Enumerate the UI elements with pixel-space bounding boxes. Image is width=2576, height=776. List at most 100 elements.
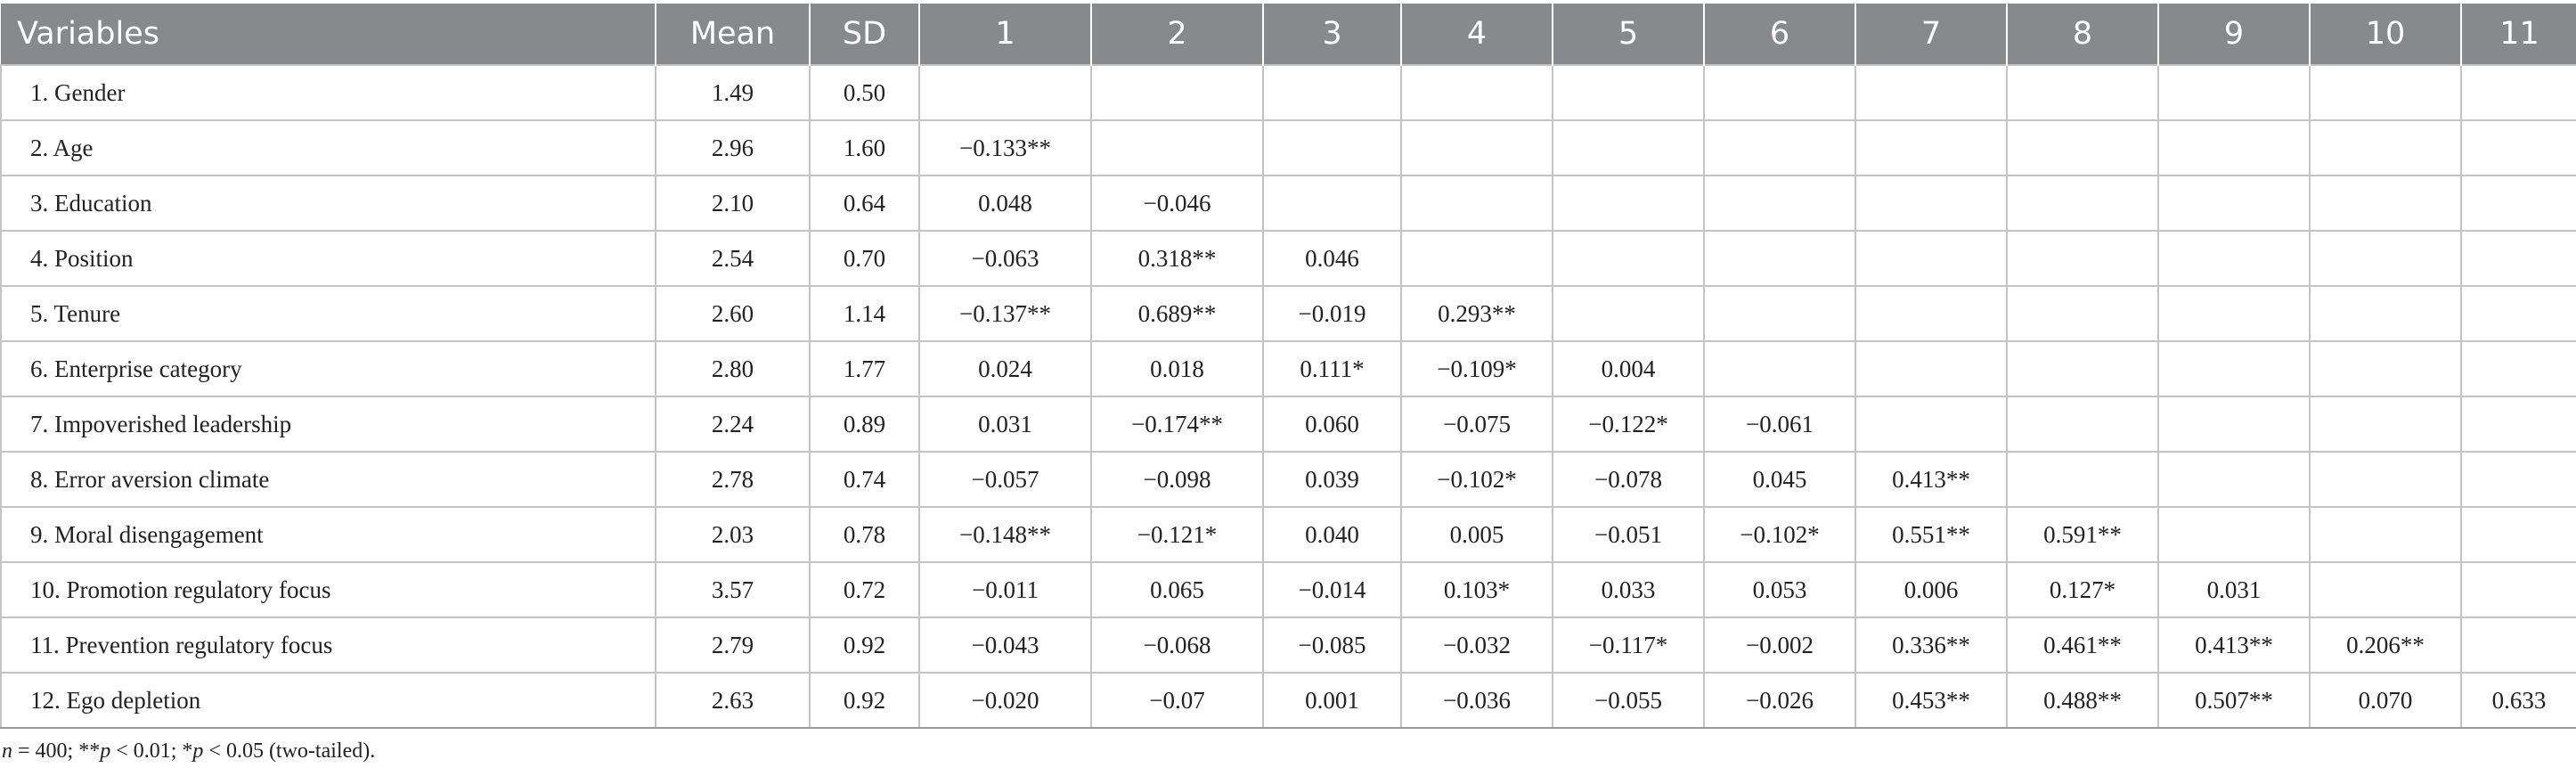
header-sd: SD (809, 4, 919, 65)
correlation-table: Variables Mean SD 1 2 3 4 5 6 7 8 9 10 11 1. Gender 1.… (0, 4, 2576, 729)
correlation-cell (1855, 396, 2008, 453)
correlation-cell (2309, 175, 2462, 232)
correlation-cell (1552, 119, 1705, 176)
correlation-cell (2309, 340, 2462, 397)
table-row: 7. Impoverished leadership 2.24 0.89 0.031−… (0, 396, 2576, 453)
table-row: 9. Moral disengagement 2.03 0.78 −0.148** −0… (0, 506, 2576, 563)
correlation-cell: 0.031 (918, 396, 1092, 453)
correlation-cell: 0.024 (918, 340, 1092, 397)
correlation-cell: −0.148** (918, 506, 1092, 563)
correlation-cell: 0.065 (1090, 561, 1264, 618)
variable-name-cell: 5. Tenure (0, 285, 656, 342)
correlation-cell (2460, 340, 2576, 397)
correlation-cell (1400, 119, 1553, 176)
mean-cell: 2.03 (655, 506, 811, 563)
correlation-cell: 0.318** (1090, 230, 1264, 287)
table-row: 4. Position 2.54 0.70 −0.063 0.318** 0.046 (0, 230, 2576, 287)
correlation-cell (2006, 285, 2159, 342)
footnote-p1-text: < 0.01; * (110, 739, 193, 763)
correlation-cell: −0.036 (1400, 672, 1553, 729)
correlation-cell (1703, 119, 1856, 176)
correlation-cell: 0.005 (1400, 506, 1553, 563)
mean-cell: 2.54 (655, 230, 811, 287)
mean-cell: 2.80 (655, 340, 811, 397)
correlation-cell: 0.060 (1262, 396, 1402, 453)
correlation-cell (2157, 506, 2311, 563)
variable-name-cell: 6. Enterprise category (0, 340, 656, 397)
correlation-cell (2157, 119, 2311, 176)
correlation-cell: 0.046 (1262, 230, 1402, 287)
correlation-cell: −0.109* (1400, 340, 1553, 397)
correlation-cell (2157, 64, 2311, 121)
correlation-cell (2460, 285, 2576, 342)
correlation-cell: 0.001 (1262, 672, 1402, 729)
correlation-cell: −0.011 (918, 561, 1092, 618)
correlation-cell: 0.103* (1400, 561, 1553, 618)
correlation-cell (1552, 230, 1705, 287)
correlation-cell (1855, 119, 2008, 176)
correlation-cell: −0.032 (1400, 617, 1553, 674)
correlation-cell (1552, 64, 1705, 121)
correlation-cell (2460, 230, 2576, 287)
correlation-cell (1262, 175, 1402, 232)
variable-name-cell: 4. Position (0, 230, 656, 287)
correlation-cell (1090, 119, 1264, 176)
correlation-cell: −0.117* (1552, 617, 1705, 674)
correlation-cell (1703, 340, 1856, 397)
correlation-cell (2309, 64, 2462, 121)
correlation-cell (2157, 340, 2311, 397)
correlation-cell: 0.413** (2157, 617, 2311, 674)
sd-cell: 1.60 (809, 119, 920, 176)
correlation-cell: 0.111* (1262, 340, 1402, 397)
mean-cell: 2.63 (655, 672, 811, 729)
variable-name-cell: 9. Moral disengagement (0, 506, 656, 563)
correlation-cell: 0.048 (918, 175, 1092, 232)
footnote-p2-text: < 0.05 (two-tailed). (203, 739, 376, 763)
correlation-cell (2460, 396, 2576, 453)
correlation-cell (2460, 561, 2576, 618)
table-footnote: n = 400; **p < 0.01; *p < 0.05 (two-tail… (2, 739, 375, 764)
mean-cell: 2.24 (655, 396, 811, 453)
correlation-cell (2157, 396, 2311, 453)
correlation-cell: 0.689** (1090, 285, 1264, 342)
correlation-cell (1855, 340, 2008, 397)
correlation-cell (1400, 230, 1553, 287)
correlation-cell (2157, 451, 2311, 508)
table-row: 11. Prevention regulatory focus 2.79 0.92−… (0, 617, 2576, 674)
correlation-cell (2460, 64, 2576, 121)
correlation-cell: −0.043 (918, 617, 1092, 674)
table-row: 12. Ego depletion 2.63 0.92 −0.020 −0.07 0.00… (0, 672, 2576, 729)
sd-cell: 1.77 (809, 340, 920, 397)
correlation-cell: 0.040 (1262, 506, 1402, 563)
sd-cell: 0.92 (809, 617, 920, 674)
table-row: 6. Enterprise category 2.80 1.77 0.024 0.018… (0, 340, 2576, 397)
correlation-cell: −0.002 (1703, 617, 1856, 674)
correlation-cell (2006, 64, 2159, 121)
correlation-cell (2309, 230, 2462, 287)
correlation-cell: −0.026 (1703, 672, 1856, 729)
sd-cell: 0.70 (809, 230, 920, 287)
correlation-cell: −0.046 (1090, 175, 1264, 232)
correlation-cell: −0.133** (918, 119, 1092, 176)
variable-name-cell: 2. Age (0, 119, 656, 176)
variable-name-cell: 11. Prevention regulatory focus (0, 617, 656, 674)
correlation-cell: −0.014 (1262, 561, 1402, 618)
correlation-cell (2460, 451, 2576, 508)
variable-name-cell: 1. Gender (0, 64, 656, 121)
correlation-cell: −0.075 (1400, 396, 1553, 453)
correlation-cell: 0.413** (1855, 451, 2008, 508)
correlation-cell (2006, 451, 2159, 508)
correlation-cell (1855, 64, 2008, 121)
correlation-cell (1262, 64, 1402, 121)
correlation-cell (2309, 506, 2462, 563)
correlation-cell: 0.033 (1552, 561, 1705, 618)
correlation-cell (1703, 64, 1856, 121)
variable-name-cell: 7. Impoverished leadership (0, 396, 656, 453)
correlation-cell: −0.085 (1262, 617, 1402, 674)
correlation-cell: −0.102* (1400, 451, 1553, 508)
correlation-cell: −0.019 (1262, 285, 1402, 342)
correlation-cell: −0.061 (1703, 396, 1856, 453)
correlation-cell (2006, 340, 2159, 397)
footnote-p2-symbol: p (192, 739, 204, 763)
correlation-cell (1262, 119, 1402, 176)
